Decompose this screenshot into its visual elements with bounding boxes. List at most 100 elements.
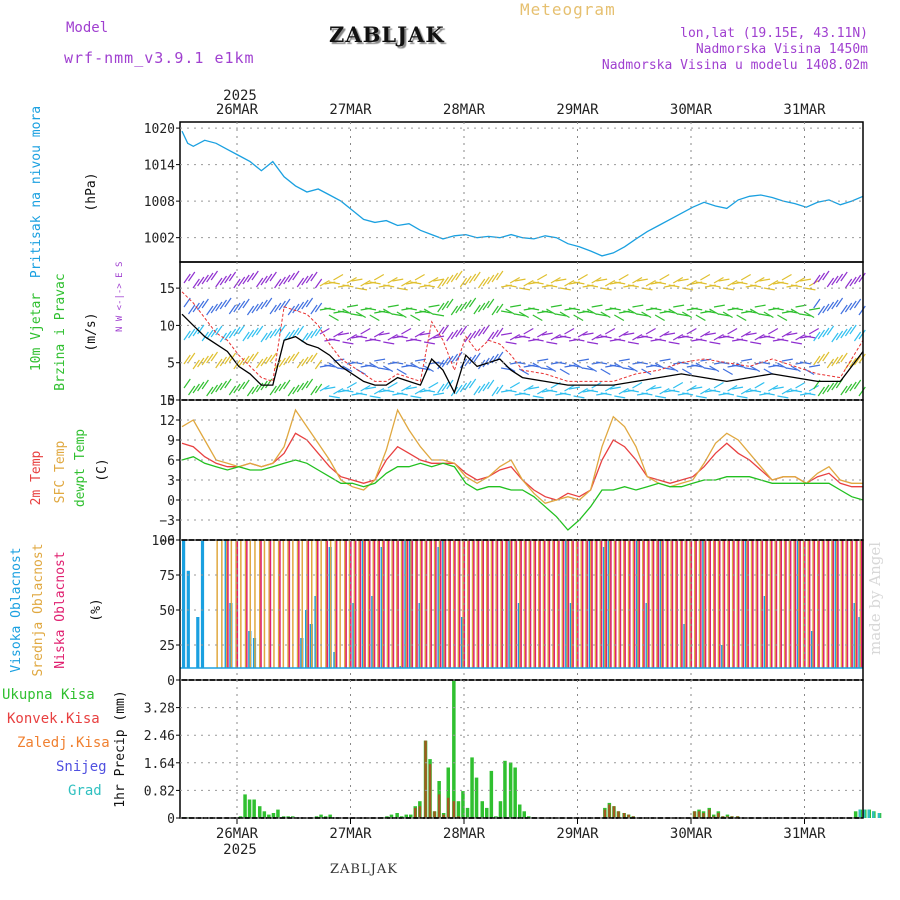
wind-barb [410,362,421,370]
wind-barb [360,384,371,392]
wind-barb [301,275,309,286]
wind-barb [346,333,357,341]
low-cloud-bar [823,540,825,668]
wind-barb [224,273,232,284]
wind-barb [745,332,757,336]
wind-barb [246,353,255,364]
wind-barb [224,378,232,389]
low-cloud-bar [369,540,371,668]
mid-cloud-bar [613,540,616,668]
mid-cloud-bar [533,540,535,668]
wind-barb [215,358,223,369]
wind-barb [695,314,706,322]
wind-barb [732,386,744,390]
wind-barb [632,304,644,308]
wind-barb [695,362,706,370]
wind-barb [319,384,330,392]
wind-barb [292,303,300,314]
temperature-ytick-label: 0 [167,494,175,509]
wind-barb [817,305,825,316]
wind-barb [777,395,789,399]
wind-barb [627,389,639,393]
top-date-label: 31MAR [783,102,826,118]
wind-barb [573,338,585,342]
low-cloud-bar [842,540,844,668]
wind-barb [840,352,848,363]
convective-precip-bar [457,816,460,818]
wind-barb [681,311,693,319]
wind-barb [423,341,436,345]
high-cloud-bar [200,540,205,668]
mid-cloud-bar [571,540,573,668]
wind-barb [799,361,812,365]
wind-barb [305,273,314,284]
low-cloud-bar [567,540,570,668]
wind-barb [650,386,662,390]
mid-cloud-ylabel: Srednja Oblacnost [31,543,46,676]
wind-barb [754,333,765,341]
wind-barb [659,330,670,338]
wind-barb [274,383,282,394]
mid-cloud-bar [419,540,422,668]
low-cloud-bar [388,540,390,668]
wind-barb [337,332,350,336]
low-cloud-bar [558,540,560,668]
low-cloud-bar [364,540,366,668]
wind-barb [265,297,273,308]
wind-barb [722,287,735,291]
wind-barb [853,298,862,309]
wind-barb [650,364,662,368]
total-precip-bar [498,801,503,818]
total-precip-bar [252,799,256,818]
wind-barb [283,355,291,366]
wind-barb [591,304,603,308]
wind-barb [727,279,738,287]
wind-barb [813,331,821,342]
wind-barb [537,387,548,395]
convective-precip-bar [708,809,711,818]
mid-cloud-bar [528,540,530,668]
precipitation-ytick-label: 0.82 [144,784,175,799]
wind-barb [301,380,309,391]
wind-barb [587,341,599,345]
wind-barb [532,314,543,322]
wind-barb [383,365,394,373]
wind-barb [736,338,748,342]
wind-barb [360,327,371,335]
wind-barb [722,311,733,319]
pressure-ytick-label: 1002 [144,232,175,247]
wind-barb [428,276,439,284]
mid-cloud-bar [684,540,687,668]
low-cloud-bar [444,540,447,668]
total-precip-bar [399,816,404,818]
wind-barb [374,358,386,362]
mid-cloud-bar [509,540,512,668]
altitude-text: Nadmorska Visina 1450m [695,42,868,57]
wind-barb [586,308,597,316]
wind-barb [586,365,597,373]
convective-precip-bar [612,806,616,818]
wind-barb [383,341,395,345]
cloudiness-ytick-label: 0 [167,674,175,689]
wind-barb [795,333,806,341]
wind-barb [749,308,761,316]
mid-cloud-bar [731,540,734,668]
mid-cloud-bar [306,540,308,668]
wind-barb [732,364,744,368]
wind-barb [396,311,407,319]
wind-barb [468,297,477,308]
wind-barb [237,276,246,287]
wind-barb [505,389,517,393]
wind-barb [564,384,575,392]
wind-barb [541,332,553,336]
wind-barb [831,380,839,391]
wind-barb [559,287,571,291]
wind-barb [550,276,561,284]
wind-barb [459,325,468,336]
low-cloud-bar [633,540,636,668]
mid-cloud-bar [552,540,554,668]
wind-barb [224,297,232,308]
wind-barb [242,298,250,309]
wind-barb [246,305,255,316]
wind-barb [822,351,830,362]
